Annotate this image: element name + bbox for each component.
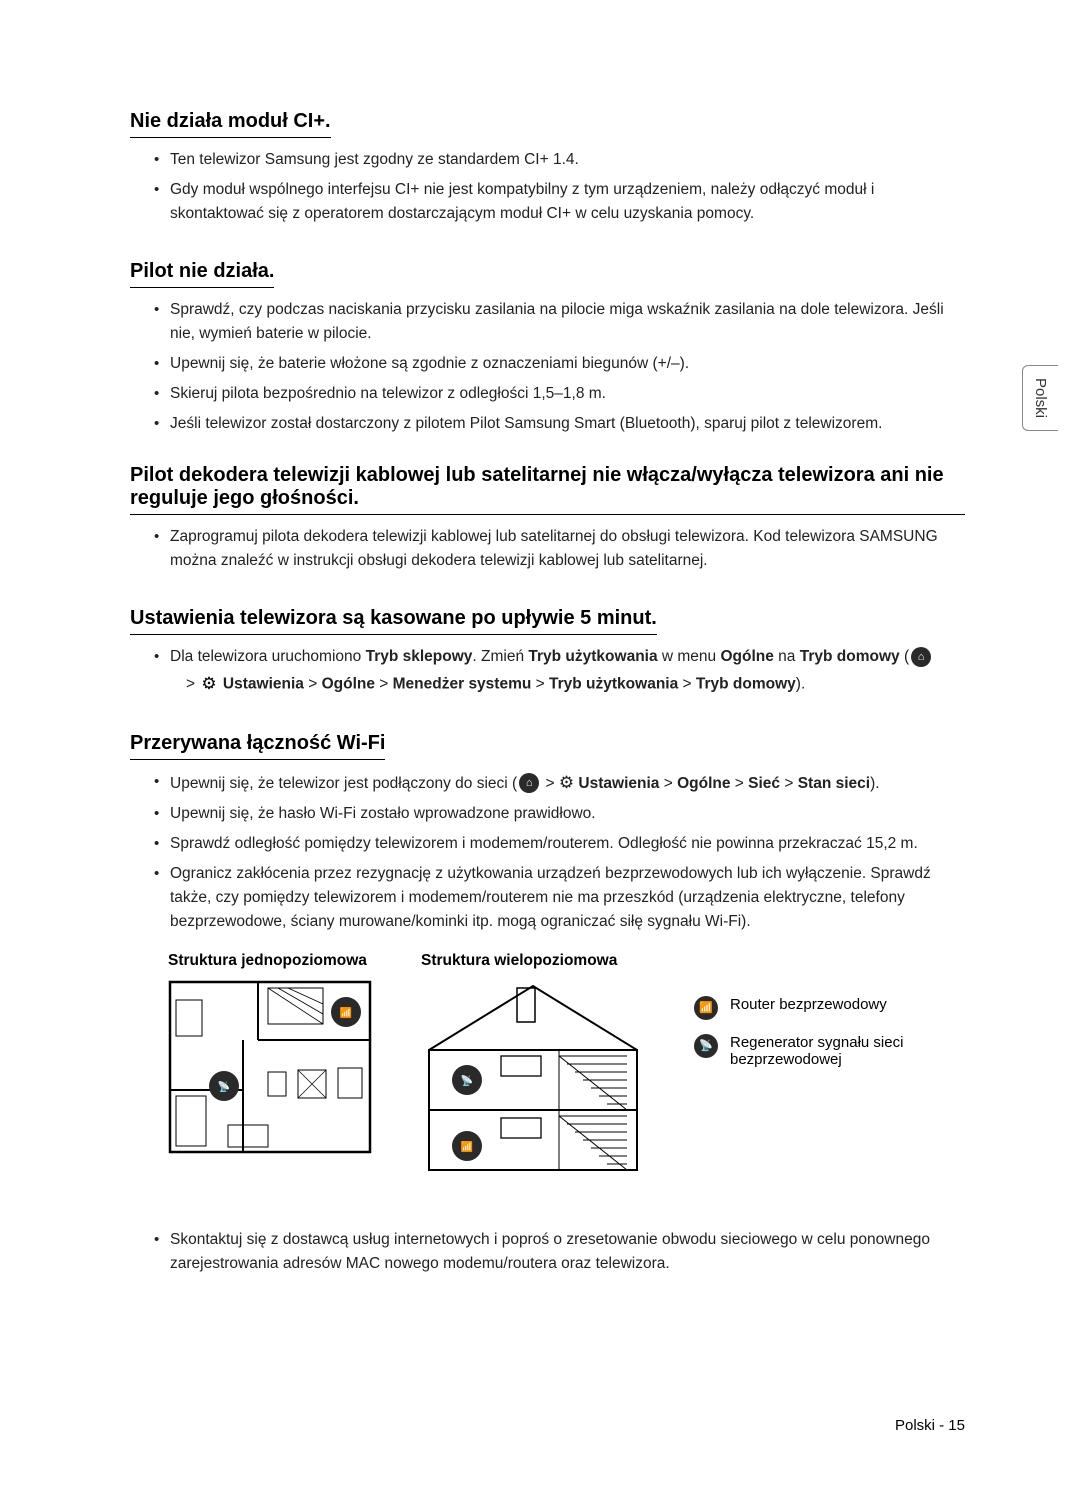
list-item: Zaprogramuj pilota dekodera telewizji ka… <box>154 525 965 573</box>
list-item: Dla telewizora uruchomiono Tryb sklepowy… <box>154 645 965 697</box>
list-item: Ogranicz zakłócenia przez rezygnację z u… <box>154 862 965 934</box>
list-item: Sprawdź odległość pomiędzy telewizorem i… <box>154 832 965 856</box>
list-wifi: Upewnij się, że telewizor jest podłączon… <box>130 770 965 934</box>
nav-path: > ⚙ Ustawienia > Ogólne > Menedżer syste… <box>170 671 965 697</box>
heading-wifi: Przerywana łączność Wi-Fi <box>130 732 385 760</box>
list-item: Upewnij się, że telewizor jest podłączon… <box>154 770 965 796</box>
list-ci-module: Ten telewizor Samsung jest zgodny ze sta… <box>130 148 965 226</box>
repeater-icon: 📡 <box>694 1034 718 1058</box>
svg-text:📶: 📶 <box>340 1006 352 1019</box>
heading-settings-reset: Ustawienia telewizora są kasowane po upł… <box>130 607 657 635</box>
svg-text:📡: 📡 <box>218 1080 231 1093</box>
list-decoder: Zaprogramuj pilota dekodera telewizji ka… <box>130 525 965 573</box>
page-footer: Polski - 15 <box>895 1417 965 1434</box>
diagram-multi-story: Struktura wielopoziomowa <box>421 952 646 1180</box>
diagram-single-story: Struktura jednopoziomowa 📶 � <box>168 952 373 1180</box>
list-settings-reset: Dla telewizora uruchomiono Tryb sklepowy… <box>130 645 965 697</box>
diagram-legend: 📶 Router bezprzewodowy 📡 Regenerator syg… <box>694 952 965 1180</box>
list-item: Sprawdź, czy podczas naciskania przycisk… <box>154 298 965 346</box>
list-item: Skontaktuj się z dostawcą usług internet… <box>154 1228 965 1276</box>
svg-text:📡: 📡 <box>461 1074 474 1087</box>
legend-repeater: 📡 Regenerator sygnału sieci bezprzewodow… <box>694 1034 965 1068</box>
language-tab-label: Polski <box>1032 378 1049 418</box>
floor-plan-single: 📶 📡 <box>168 980 373 1155</box>
list-wifi-continued: Skontaktuj się z dostawcą usług internet… <box>130 1228 965 1276</box>
home-icon: ⌂ <box>519 773 539 793</box>
language-tab: Polski <box>1022 365 1058 431</box>
router-icon: 📶 <box>694 996 718 1020</box>
gear-icon: ⚙ <box>201 671 216 697</box>
legend-router: 📶 Router bezprzewodowy <box>694 996 965 1020</box>
list-item: Upewnij się, że baterie włożone są zgodn… <box>154 352 965 376</box>
list-item: Jeśli telewizor został dostarczony z pil… <box>154 412 965 436</box>
heading-decoder-remote: Pilot dekodera telewizji kablowej lub sa… <box>130 464 965 515</box>
list-item: Upewnij się, że hasło Wi-Fi zostało wpro… <box>154 802 965 826</box>
list-item: Gdy moduł wspólnego interfejsu CI+ nie j… <box>154 178 965 226</box>
home-icon: ⌂ <box>911 647 931 667</box>
heading-remote: Pilot nie działa. <box>130 260 274 288</box>
diagram-row: Struktura jednopoziomowa 📶 � <box>130 952 965 1180</box>
gear-icon: ⚙ <box>559 773 574 792</box>
heading-ci-module: Nie działa moduł CI+. <box>130 110 331 138</box>
list-item: Skieruj pilota bezpośrednio na telewizor… <box>154 382 965 406</box>
list-item: Ten telewizor Samsung jest zgodny ze sta… <box>154 148 965 172</box>
floor-plan-multi: 📡 📶 <box>421 980 646 1180</box>
svg-text:📶: 📶 <box>461 1140 473 1153</box>
list-remote: Sprawdź, czy podczas naciskania przycisk… <box>130 298 965 436</box>
